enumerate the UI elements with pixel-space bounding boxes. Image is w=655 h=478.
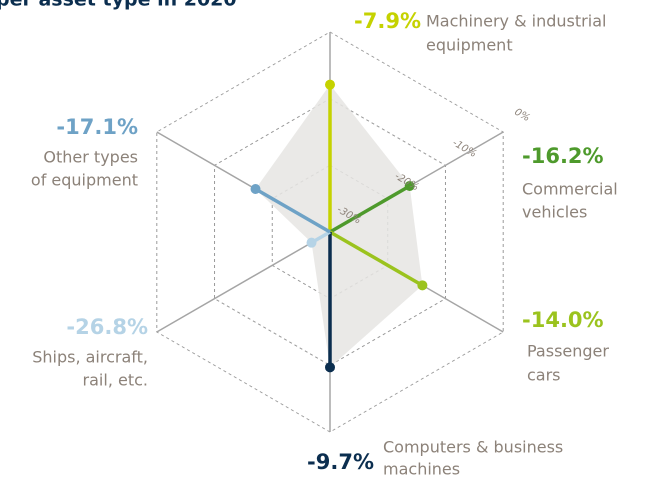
tick-label: 0% [512,107,531,124]
category-label: Commercial [522,180,618,199]
category-label: machines [383,460,460,478]
category-label: Passenger [527,342,609,361]
spoke [329,230,424,287]
value-label: -26.8% [66,315,148,339]
value-label: -9.7% [307,450,374,474]
category-label: vehicles [522,203,587,222]
category-label: Computers & business [383,438,563,457]
spoke [254,187,331,234]
value-label: -16.2% [522,144,604,168]
category-label: of equipment [31,171,138,190]
point [325,362,335,373]
point [325,79,335,90]
category-label: Machinery & industrial [426,12,606,31]
category-label: cars [527,366,561,385]
category-label: equipment [426,36,513,55]
category-label: Other types [43,148,138,167]
category-label: rail, etc. [83,371,148,390]
axis-line [156,231,331,333]
point [250,184,261,194]
value-label: -17.1% [56,115,138,139]
category-label: Ships, aircraft, [32,348,148,367]
point [404,181,415,191]
tick-label: -10% [450,138,478,160]
point [306,237,317,248]
spoke [329,184,411,234]
chart-title: per asset type in 2020 [0,0,237,11]
value-label: -14.0% [522,308,604,332]
value-label: -7.9% [354,9,421,33]
point [417,280,428,291]
